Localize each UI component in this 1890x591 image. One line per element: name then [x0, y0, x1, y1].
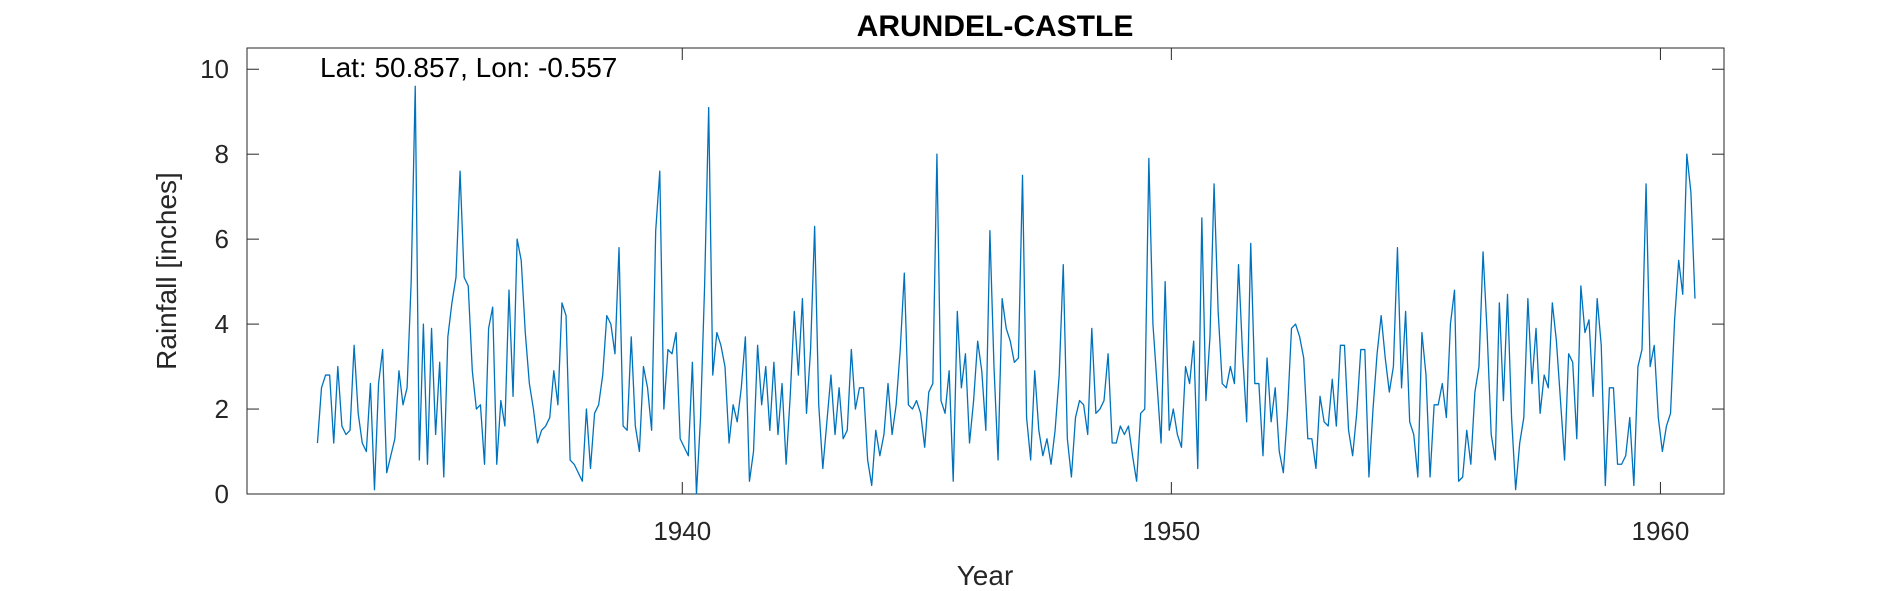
- station-annotation: Lat: 50.857, Lon: -0.557: [320, 52, 617, 83]
- chart-title: ARUNDEL-CASTLE: [857, 10, 1134, 43]
- plot-area: 1940 1950 1960 0 2 4 6 8 10: [200, 47, 1725, 546]
- y-tick-label: 6: [215, 224, 229, 254]
- y-tick-label: 0: [215, 479, 229, 509]
- y-axis-label: Rainfall [inches]: [151, 172, 182, 370]
- rainfall-series-line: [316, 85, 1696, 495]
- y-tick-label: 8: [215, 139, 229, 169]
- y-tick-label: 2: [215, 394, 229, 424]
- plot-frame: [246, 47, 1725, 495]
- y-tick-label: 10: [200, 54, 229, 84]
- x-tick-label: 1960: [1631, 516, 1689, 546]
- y-tick-label: 4: [215, 309, 229, 339]
- x-axis-label: Year: [957, 560, 1014, 591]
- x-tick-label: 1940: [653, 516, 711, 546]
- axis-tick-labels: 1940 1950 1960 0 2 4 6 8 10: [200, 54, 1689, 546]
- axis-ticks: [247, 48, 1724, 495]
- x-tick-label: 1950: [1142, 516, 1200, 546]
